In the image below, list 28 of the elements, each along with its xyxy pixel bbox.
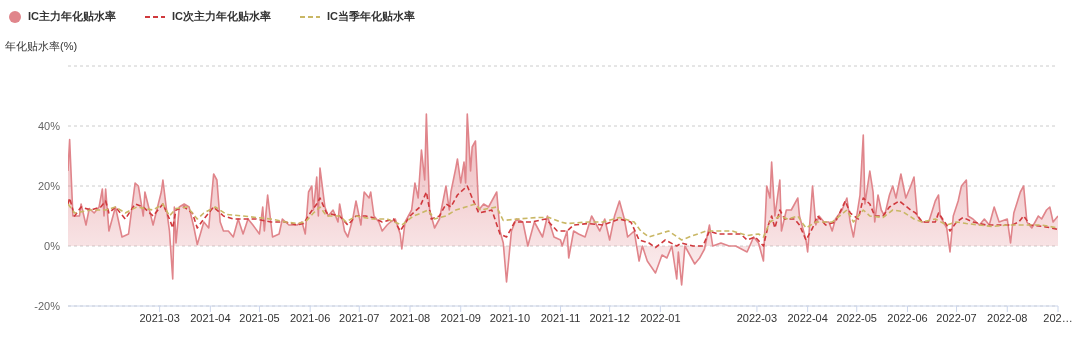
x-tick-label: 2022-01 — [640, 311, 681, 324]
legend-label: IC当季年化贴水率 — [327, 9, 415, 24]
legend-label: IC次主力年化贴水率 — [172, 9, 271, 24]
x-tick-label: 2021-10 — [489, 311, 531, 324]
x-tick-label: 202… — [1043, 311, 1073, 324]
x-tick-label: 2021-12 — [589, 311, 630, 324]
line-series — [68, 203, 1058, 241]
x-tick-label: 2021-04 — [190, 311, 231, 324]
y-axis-title: 年化贴水率(%) — [5, 39, 78, 54]
x-tick-label: 2021-05 — [239, 311, 280, 324]
y-tick-label: -20% — [34, 299, 61, 312]
y-tick-label: 20% — [37, 179, 61, 192]
x-tick-label: 2022-08 — [987, 311, 1028, 324]
x-tick-label: 2022-03 — [736, 311, 778, 324]
x-tick-label: 2022-06 — [887, 311, 928, 324]
x-tick-label: 2021-11 — [540, 311, 581, 324]
x-tick-label: 2021-03 — [139, 311, 180, 324]
x-tick-label: 2022-04 — [787, 311, 828, 324]
x-tick-label: 2021-09 — [440, 311, 481, 324]
line-series — [68, 185, 1058, 249]
legend-label: IC主力年化贴水率 — [28, 9, 116, 24]
x-tick-label: 2021-07 — [339, 311, 380, 324]
y-tick-label: 40% — [37, 119, 61, 132]
x-tick-label: 2021-08 — [389, 311, 431, 324]
x-tick-label: 2022-05 — [836, 311, 877, 324]
y-tick-label: 0% — [44, 239, 61, 252]
x-tick-label: 2021-06 — [289, 311, 331, 324]
x-tick-label: 2022-07 — [936, 311, 977, 324]
